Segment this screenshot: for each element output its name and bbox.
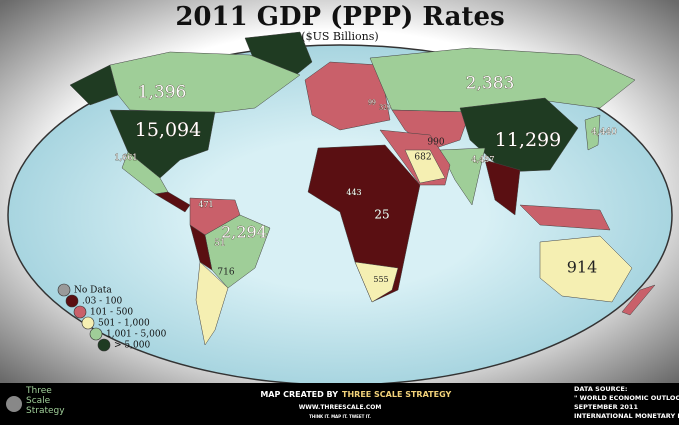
new-zealand bbox=[621, 284, 656, 316]
country-value: 4,440 bbox=[591, 128, 617, 138]
map-labels: 1,396 15,094 1,661 2,383 11,299 4,440 4,457 990… bbox=[114, 73, 617, 284]
source-line: " WORLD ECONOMIC OUTLOOK " bbox=[574, 394, 679, 402]
country-value: 1,396 bbox=[138, 83, 187, 103]
source-line: INTERNATIONAL MONETARY FUND bbox=[574, 412, 679, 420]
canada bbox=[109, 51, 301, 114]
country-value: 914 bbox=[567, 258, 598, 277]
logo-mark bbox=[6, 396, 22, 412]
argentina bbox=[195, 261, 229, 346]
country-value: 329 bbox=[379, 105, 391, 112]
country-value: 15,094 bbox=[135, 119, 201, 141]
country-value: 990 bbox=[427, 138, 444, 148]
country-value: 11,299 bbox=[495, 129, 561, 151]
peru bbox=[189, 224, 213, 271]
country-value: 443 bbox=[346, 188, 361, 197]
country-value: 555 bbox=[373, 275, 388, 284]
europe bbox=[304, 61, 391, 131]
central-asia bbox=[391, 109, 471, 151]
country-value: 682 bbox=[414, 153, 431, 163]
logo-text: Three bbox=[25, 386, 52, 396]
title: 2011 GDP (PPP) Rates bbox=[175, 2, 504, 32]
subtitle: ($US Billions) bbox=[301, 30, 378, 43]
legend-swatch bbox=[57, 283, 71, 297]
legend-label: 101 - 500 bbox=[90, 308, 133, 318]
australia bbox=[539, 235, 633, 303]
country-value: 471 bbox=[198, 200, 213, 209]
legend-swatch bbox=[65, 294, 79, 308]
legend-swatch bbox=[81, 316, 95, 330]
legend-label: No Data bbox=[74, 286, 112, 296]
footer bbox=[0, 383, 679, 425]
india bbox=[439, 147, 486, 206]
credit-prefix: MAP CREATED BY bbox=[260, 390, 338, 399]
japan bbox=[584, 114, 601, 151]
website: WWW.THREESCALE.COM bbox=[299, 404, 382, 411]
legend-label: 501 - 1,000 bbox=[98, 319, 150, 329]
africa bbox=[307, 144, 421, 303]
country-value: 2,294 bbox=[221, 223, 267, 242]
country-value: 716 bbox=[217, 268, 234, 278]
legend-label: > 5,000 bbox=[114, 341, 150, 351]
country-value: 4,457 bbox=[472, 155, 495, 164]
legend-label: .03 - 100 bbox=[82, 297, 123, 307]
tagline: THINK IT. MAP IT. TWEET IT. bbox=[309, 414, 371, 419]
legend-label: 1,001 - 5,000 bbox=[106, 330, 167, 340]
country-value: 2,383 bbox=[466, 74, 515, 94]
logo-text: Strategy bbox=[26, 406, 65, 416]
source-line: DATA SOURCE: bbox=[574, 385, 627, 393]
legend-swatch bbox=[73, 305, 87, 319]
country-value: 1,661 bbox=[115, 153, 138, 162]
country-value: 25 bbox=[374, 208, 389, 222]
south-africa bbox=[354, 261, 399, 303]
saudi-arabia bbox=[404, 149, 446, 184]
land bbox=[69, 31, 656, 346]
country-value: 51 bbox=[214, 239, 225, 249]
legend-swatch bbox=[97, 338, 111, 352]
country-value: 99 bbox=[368, 100, 376, 107]
se-asia bbox=[484, 159, 521, 216]
indonesia bbox=[519, 204, 611, 231]
source-line: SEPTEMBER 2011 bbox=[574, 403, 638, 411]
legend-swatch bbox=[89, 327, 103, 341]
logo-text: Scale bbox=[26, 396, 51, 406]
china bbox=[459, 97, 579, 173]
credit-name: THREE SCALE STRATEGY bbox=[342, 390, 451, 399]
